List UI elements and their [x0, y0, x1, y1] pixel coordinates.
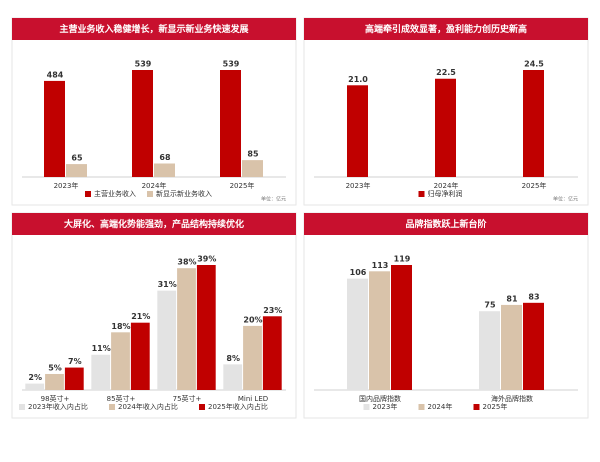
bar — [64, 367, 84, 390]
value-label: 20% — [243, 315, 262, 324]
value-label: 65 — [71, 154, 83, 163]
legend-label: 新显示新业务收入 — [156, 189, 212, 198]
value-label: 24.5 — [524, 60, 544, 69]
value-label: 18% — [111, 322, 130, 331]
value-label: 2% — [28, 373, 42, 382]
legend-swatch — [19, 404, 25, 410]
bar — [242, 160, 263, 177]
legend-swatch — [418, 404, 425, 410]
x-tick-label: 2024年 — [434, 181, 459, 190]
value-label: 5% — [48, 363, 62, 372]
bar — [523, 70, 544, 177]
legend-swatch — [147, 191, 153, 197]
bar — [523, 302, 544, 390]
bar — [196, 265, 216, 390]
bar — [243, 325, 262, 390]
legend-label: 2023年 — [373, 402, 398, 411]
bar — [223, 364, 243, 390]
x-tick-label: 85英寸+ — [107, 394, 136, 403]
x-tick-label: 98英寸+ — [41, 394, 70, 403]
value-label: 113 — [372, 261, 389, 270]
bar — [177, 268, 196, 390]
panel-title: 高端牵引成效显著，盈利能力创历史新高 — [365, 23, 527, 35]
bar — [479, 311, 500, 390]
x-tick-label: 2025年 — [522, 181, 547, 190]
panel-title: 主营业务收入稳健增长，新显示新业务快速发展 — [59, 23, 248, 35]
legend-swatch — [199, 404, 205, 410]
bar — [44, 80, 65, 177]
legend-swatch — [363, 404, 370, 410]
value-label: 85 — [247, 150, 259, 159]
value-label: 68 — [159, 153, 171, 162]
x-tick-label: 2024年 — [142, 181, 167, 190]
value-label: 484 — [47, 70, 64, 79]
bar — [25, 383, 45, 390]
panel-title: 品牌指数跃上新台阶 — [405, 218, 487, 230]
bar — [154, 163, 175, 177]
x-tick-label: 海外品牌指数 — [491, 394, 533, 403]
bar — [262, 316, 282, 390]
legend-label: 2023年收入内占比 — [28, 402, 88, 411]
value-label: 7% — [68, 357, 82, 366]
value-label: 119 — [394, 255, 411, 264]
value-label: 539 — [223, 60, 240, 69]
value-label: 83 — [528, 292, 539, 301]
bar — [391, 265, 412, 390]
legend-label: 归母净利润 — [428, 189, 463, 198]
x-tick-label: 国内品牌指数 — [359, 394, 401, 403]
value-label: 21.0 — [348, 75, 368, 84]
bar — [91, 354, 111, 390]
value-label: 38% — [177, 258, 196, 267]
legend-label: 主营业务收入 — [94, 189, 136, 198]
bar — [369, 271, 390, 390]
x-tick-label: 2023年 — [54, 181, 79, 190]
value-label: 31% — [158, 280, 177, 289]
panel-header — [304, 18, 588, 40]
x-tick-label: 2025年 — [230, 181, 255, 190]
legend-swatch — [109, 404, 115, 410]
legend-label: 2024年收入内占比 — [118, 402, 178, 411]
value-label: 106 — [350, 268, 367, 277]
x-tick-label: Mini LED — [238, 395, 268, 403]
bar — [45, 373, 64, 390]
bar — [501, 304, 522, 390]
bar — [132, 70, 153, 177]
legend-label: 2024年 — [428, 402, 453, 411]
unit-note: 单位：亿元 — [261, 196, 286, 203]
panel — [303, 212, 589, 419]
value-label: 23% — [263, 306, 282, 315]
value-label: 75 — [484, 301, 496, 310]
value-label: 8% — [226, 354, 240, 363]
panel-header — [304, 213, 588, 235]
legend-label: 2025年收入内占比 — [208, 402, 268, 411]
bar — [435, 78, 456, 177]
value-label: 539 — [135, 60, 152, 69]
bar — [130, 322, 150, 390]
bar — [347, 85, 368, 177]
bar — [220, 70, 241, 177]
value-label: 22.5 — [436, 68, 456, 77]
bar — [111, 332, 130, 390]
legend-swatch — [473, 404, 480, 410]
bar — [66, 164, 87, 177]
panel-title: 大屏化、高端化势能强劲，产品结构持续优化 — [64, 218, 244, 230]
legend-swatch — [418, 191, 425, 197]
value-label: 81 — [506, 294, 518, 303]
x-tick-label: 75英寸+ — [173, 394, 202, 403]
panel-header — [12, 18, 296, 40]
bar — [347, 278, 368, 390]
value-label: 39% — [197, 255, 216, 264]
unit-note: 单位：亿元 — [553, 196, 578, 203]
value-label: 11% — [92, 344, 111, 353]
bar — [157, 290, 177, 390]
panel-header — [12, 213, 296, 235]
legend-label: 2025年 — [483, 402, 508, 411]
legend-swatch — [85, 191, 91, 197]
value-label: 21% — [131, 312, 150, 321]
x-tick-label: 2023年 — [346, 181, 371, 190]
